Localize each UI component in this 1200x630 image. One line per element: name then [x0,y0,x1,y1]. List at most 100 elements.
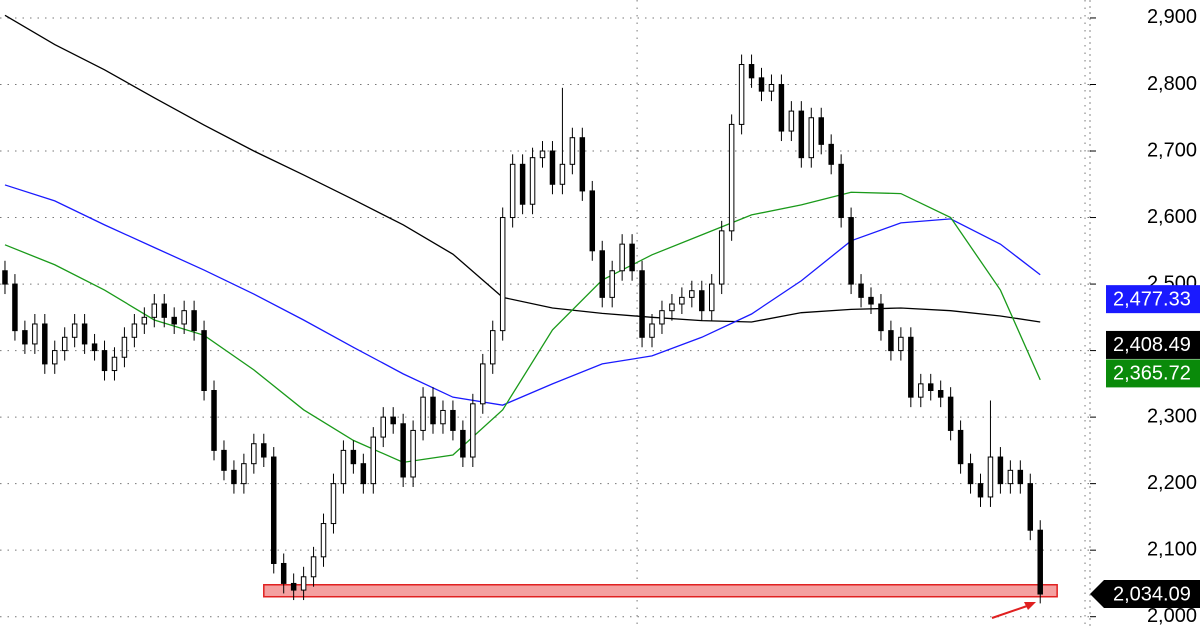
candle-body [699,290,705,312]
candle-body [201,330,207,392]
candle-body [440,409,446,425]
candle-body [370,436,377,485]
candle-body [529,157,536,205]
candle-body [898,336,904,352]
candle-body [858,283,864,298]
candle-body [1037,529,1043,595]
candle-body [778,83,785,132]
candle-body [878,303,884,332]
price-label-text: 2,034.09 [1113,583,1191,605]
price-label-box [1090,580,1200,609]
grid [0,0,1090,630]
candle-body [619,243,625,272]
candle-body [838,163,844,219]
candle-body [480,363,486,405]
candle-body [310,556,317,578]
y-tick-label: 2,900 [1147,6,1197,28]
candle-body [340,449,347,485]
candle-body [788,110,795,132]
candle-body [400,423,406,478]
candle-body [927,383,934,392]
candle-body [828,143,834,165]
moving-average [4,184,1041,406]
candle-body [549,150,556,185]
arrow-line [991,604,1031,619]
candle-body [221,449,227,471]
candle-body [818,117,824,145]
price-label: 2,365.72 [1106,359,1200,388]
candle-body [191,310,197,332]
arrow [991,602,1036,619]
candle-body [261,443,267,458]
candle-body [918,383,924,398]
candle-body [91,343,98,352]
candle-body [141,316,148,325]
y-tick-label: 2,300 [1147,405,1197,427]
candle-body [211,390,217,451]
candle-body [639,270,645,338]
candle-body [350,449,357,465]
candle-body [649,323,655,338]
candle-body [290,582,297,591]
y-axis: 2,0002,1002,2002,3002,4002,5002,6002,700… [1089,0,1200,630]
candle-body [280,562,287,584]
candle-body [22,330,28,345]
candle-body [111,356,118,372]
candle-body [669,303,675,312]
price-label-box [1106,285,1200,314]
candle-body [271,456,277,564]
candle-body [937,390,944,398]
candle-body [539,150,546,159]
candle-body [689,290,695,298]
candle-body [708,283,715,312]
price-label-text: 2,365.72 [1113,363,1191,385]
price-label-box [1106,359,1200,388]
candle-body [81,323,88,345]
candle-body [71,323,78,338]
candle-body [151,303,158,318]
candle-body [499,217,506,332]
candle-body [161,303,167,318]
candle-body [967,463,974,485]
candle-body [460,429,466,458]
candle-body [320,523,327,558]
candle-body [330,483,337,525]
candle-body [1017,469,1024,485]
candle-body [52,350,58,365]
price-label-text: 2,477.33 [1113,288,1191,310]
candle-body [848,217,854,285]
candle-body [171,316,177,325]
candle-body [450,409,456,431]
candle-body [679,296,685,305]
candle-body [888,330,894,352]
support-zone [263,584,1058,598]
candle-body [738,64,745,125]
candle-body [728,123,735,232]
candle-body [300,576,307,591]
price-label: 2,477.33 [1106,285,1200,314]
plot-area [2,14,1058,604]
price-label-box [1106,330,1200,359]
y-tick-label: 2,800 [1147,73,1197,95]
candle-body [1007,469,1014,485]
price-label: 2,034.09 [1090,580,1200,609]
candle-body [519,163,526,205]
candle-body [42,323,48,365]
candle-body [579,137,586,192]
candle-body [61,336,68,352]
candle-body [659,310,665,325]
candle-body [509,163,516,219]
candle-body [868,296,874,305]
candle-body [987,456,994,498]
moving-average [4,14,1041,323]
price-label-text: 2,408.49 [1113,334,1191,356]
candle-body [470,403,476,458]
candle-body [947,396,954,431]
candle-body [718,230,725,285]
candle-body [559,163,566,185]
candle-body [420,396,426,431]
candle-body [957,429,964,465]
candle-body [430,396,436,425]
